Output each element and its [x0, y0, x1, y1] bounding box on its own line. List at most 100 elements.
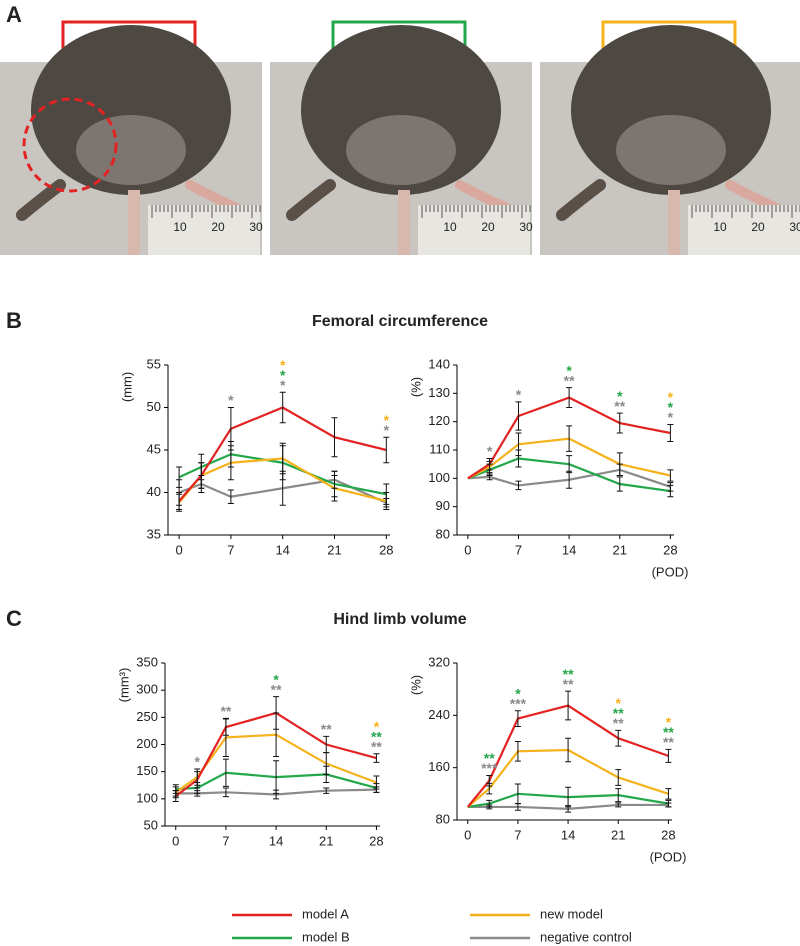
- leg: [556, 179, 606, 221]
- error-bar: [616, 476, 623, 492]
- ruler-label: 10: [173, 220, 187, 234]
- error-bar: [227, 441, 234, 468]
- error-bar: [515, 401, 522, 431]
- error-bar: [565, 737, 572, 763]
- series-line: [178, 453, 387, 496]
- significance-mark: *: [384, 422, 390, 438]
- photo: 10 20 30: [270, 25, 533, 255]
- significance-mark: *: [515, 685, 521, 701]
- y-tick-label: 160: [428, 759, 450, 774]
- significance-mark: *: [487, 443, 493, 459]
- significance-mark: *: [280, 377, 286, 393]
- error-bar: [566, 387, 573, 408]
- error-bar: [566, 470, 573, 489]
- y-tick-label: 250: [136, 709, 158, 724]
- error-bar: [279, 391, 286, 424]
- mouse-belly: [346, 115, 456, 185]
- error-bar: [486, 782, 493, 795]
- y-axis-label: (mm): [119, 372, 134, 402]
- significance-mark: *: [566, 362, 572, 378]
- error-bar: [566, 425, 573, 452]
- significance-mark: **: [484, 750, 495, 766]
- error-bar: [514, 741, 521, 762]
- error-bar: [615, 769, 622, 786]
- legend-label: model A: [302, 906, 349, 921]
- significance-mark: *: [280, 357, 286, 373]
- x-tick-label: 7: [515, 542, 522, 557]
- leg: [16, 179, 66, 221]
- x-tick-label: 28: [663, 542, 677, 557]
- section-title: Femoral circumference: [312, 313, 488, 330]
- legend-label: model B: [302, 929, 350, 944]
- y-tick-label: 40: [147, 484, 161, 499]
- error-bar: [514, 803, 521, 811]
- x-tick-label: 0: [175, 542, 182, 557]
- ruler-label: 30: [789, 220, 800, 234]
- leg: [286, 179, 336, 221]
- x-tick-label: 0: [464, 542, 471, 557]
- y-tick-label: 90: [436, 498, 450, 513]
- error-bar: [667, 424, 674, 442]
- significance-mark: **: [220, 703, 231, 719]
- error-bar: [514, 710, 521, 727]
- significance-mark: *: [280, 367, 286, 383]
- ruler: [688, 205, 800, 255]
- significance-mark: ***: [510, 695, 527, 711]
- tail: [398, 190, 410, 255]
- error-bar: [227, 489, 234, 505]
- y-tick-label: 35: [147, 526, 161, 541]
- significance-mark: *: [273, 671, 279, 687]
- significance-mark: **: [614, 398, 625, 414]
- y-tick-label: 45: [147, 441, 161, 456]
- x-axis-label: (POD): [650, 849, 687, 864]
- ruler-label: 20: [751, 220, 765, 234]
- error-bar: [222, 787, 229, 798]
- series-line: [466, 704, 669, 808]
- significance-mark: *: [516, 387, 522, 403]
- error-bar: [565, 690, 572, 721]
- significance-mark: **: [563, 676, 574, 692]
- y-axis-label: (mm³): [116, 668, 131, 703]
- significance-mark: **: [663, 724, 674, 740]
- y-tick-label: 200: [136, 736, 158, 751]
- error-bar: [373, 753, 380, 763]
- error-bar: [515, 449, 522, 468]
- error-bar: [331, 470, 338, 489]
- y-tick-label: 140: [428, 356, 450, 371]
- highlight-circle: [22, 97, 118, 193]
- error-bar: [222, 758, 229, 787]
- error-bar: [383, 436, 390, 464]
- error-bar: [667, 469, 674, 482]
- photo: 10 20 30: [540, 25, 800, 255]
- significance-mark: **: [563, 666, 574, 682]
- y-tick-label: 100: [136, 790, 158, 805]
- x-tick-label: 7: [227, 542, 234, 557]
- y-tick-label: 50: [144, 817, 158, 832]
- y-tick-label: 350: [136, 654, 158, 669]
- mouse-belly: [616, 115, 726, 185]
- x-tick-label: 14: [561, 827, 575, 842]
- significance-mark: *: [668, 389, 674, 405]
- ruler-label: 20: [211, 220, 225, 234]
- y-tick-label: 300: [136, 682, 158, 697]
- ruler: [148, 205, 260, 255]
- series-line: [175, 733, 377, 794]
- ruler-label: 30: [249, 220, 263, 234]
- x-tick-label: 21: [611, 827, 625, 842]
- error-bar: [616, 463, 623, 476]
- error-bar: [176, 479, 183, 506]
- error-bar: [323, 765, 330, 784]
- error-bar: [222, 717, 229, 757]
- legend-label: negative control: [540, 929, 632, 944]
- error-bar: [616, 412, 623, 434]
- significance-mark: *: [228, 392, 234, 408]
- series-line: [467, 803, 669, 810]
- panel-letter: A: [6, 2, 22, 27]
- error-bar: [565, 805, 572, 813]
- y-tick-label: 50: [147, 399, 161, 414]
- y-tick-label: 100: [428, 470, 450, 485]
- y-axis-label: (%): [408, 675, 423, 695]
